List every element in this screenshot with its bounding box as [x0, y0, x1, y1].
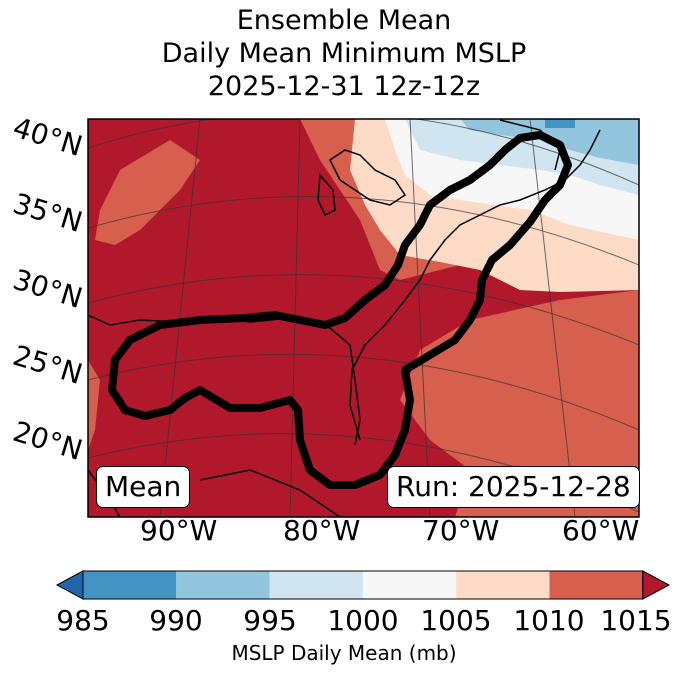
lon-label-70w: 70°W [422, 514, 500, 547]
lon-label-90w: 90°W [140, 514, 218, 547]
colorbar-tick-1010: 1010 [513, 604, 585, 637]
colorbar-label: MSLP Daily Mean (mb) [231, 641, 457, 665]
colorbar-bin-995-1000 [269, 571, 363, 599]
run-date-box: Run: 2025-12-28 [387, 466, 640, 508]
colorbar-tick-1005: 1005 [420, 604, 492, 637]
colorbar-bin-1000-1005 [362, 571, 457, 599]
colorbar [55, 570, 671, 600]
mslp-field-1005-1010-sw [88, 360, 100, 450]
map-area [88, 119, 639, 517]
map-frame [87, 118, 640, 518]
colorbar-bin-1010-1015 [549, 571, 643, 599]
colorbar-bin-985-990 [83, 571, 177, 599]
mean-label-box: Mean [96, 466, 191, 508]
title-line-2: Daily Mean Minimum MSLP [161, 38, 527, 69]
colorbar-bin-990-995 [176, 571, 270, 599]
colorbar-tick-990: 990 [149, 604, 203, 637]
mslp-field-980-985 [545, 119, 575, 128]
colorbar-extend-high [642, 570, 671, 600]
colorbar-tick-995: 995 [243, 604, 297, 637]
colorbar-frame [82, 570, 644, 600]
title-line-1: Ensemble Mean [236, 5, 452, 36]
ensemble-contour [108, 131, 572, 489]
title-line-3: 2025-12-31 12z-12z [207, 71, 481, 102]
colorbar-tick-1000: 1000 [327, 604, 399, 637]
colorbar-tick-985: 985 [56, 604, 110, 637]
colorbar-tick-1015: 1015 [600, 604, 672, 637]
colorbar-extend-low [55, 570, 84, 600]
coastlines [88, 119, 601, 517]
lon-label-80w: 80°W [283, 514, 361, 547]
colorbar-bin-1005-1010 [456, 571, 550, 599]
lon-label-60w: 60°W [562, 514, 640, 547]
